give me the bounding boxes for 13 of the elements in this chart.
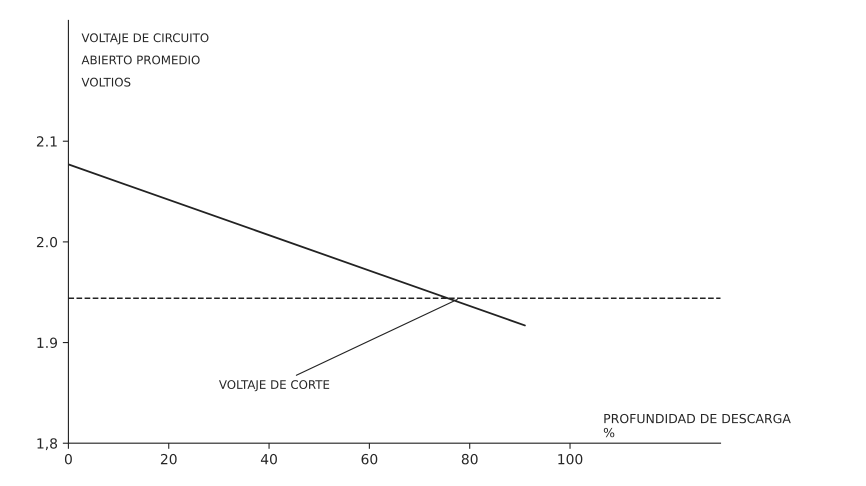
x-axis-title: PROFUNDIDAD DE DESCARGA %: [604, 414, 791, 438]
x-tick-label: 40: [260, 454, 277, 464]
x-tick-label: 20: [160, 454, 177, 464]
x-tick-label: 60: [362, 454, 378, 464]
y-tick-label: 1,8: [37, 438, 58, 450]
x-tick-label: 100: [558, 454, 582, 464]
y-axis-title: VOLTAJE DE CIRCUITO ABIERTO PROMEDIO VOLTIOS: [82, 33, 208, 87]
x-tick-label: 80: [462, 454, 478, 464]
x-tick-label: 0: [64, 454, 72, 464]
y-tick-label: 2.0: [36, 236, 58, 248]
y-tick-label: 2.1: [36, 136, 57, 146]
y-tick-label: 1.9: [37, 338, 58, 348]
annotation: VOLTAJE DE CORTE: [218, 380, 330, 392]
